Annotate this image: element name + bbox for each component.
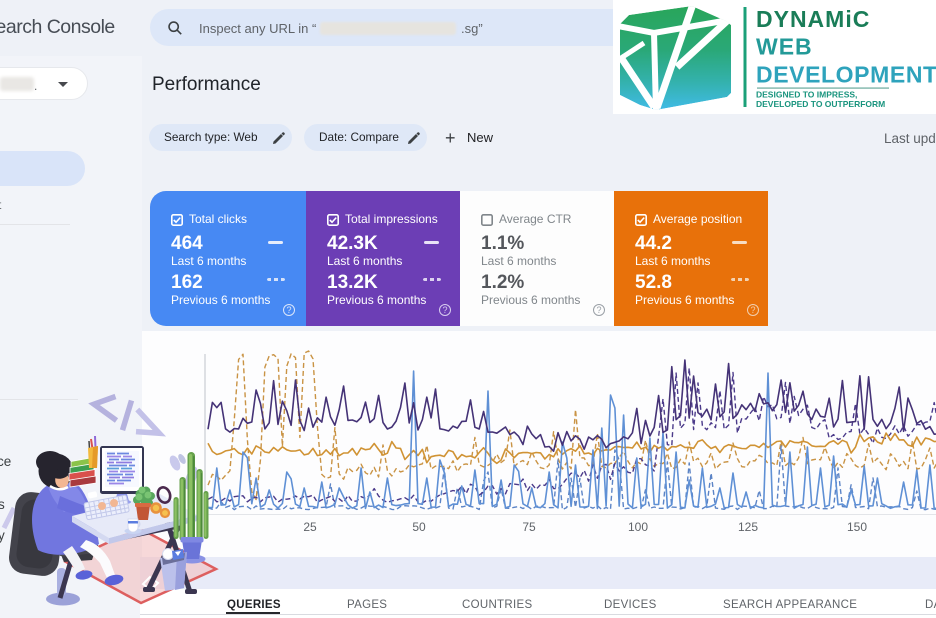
svg-text:DEVELOPED TO OUTPERFORM: DEVELOPED TO OUTPERFORM — [756, 99, 885, 109]
svg-text:DYNAMiC: DYNAMiC — [756, 6, 870, 32]
svg-text:DESIGNED TO IMPRESS,: DESIGNED TO IMPRESS, — [756, 90, 857, 100]
svg-text:25: 25 — [303, 520, 317, 534]
svg-text:WEB: WEB — [756, 34, 813, 60]
svg-text:100: 100 — [628, 520, 648, 534]
svg-text:150: 150 — [847, 520, 867, 534]
svg-text:75: 75 — [522, 520, 536, 534]
svg-text:DEVELOPMENT: DEVELOPMENT — [756, 62, 936, 88]
svg-text:125: 125 — [738, 520, 758, 534]
svg-text:50: 50 — [412, 520, 426, 534]
